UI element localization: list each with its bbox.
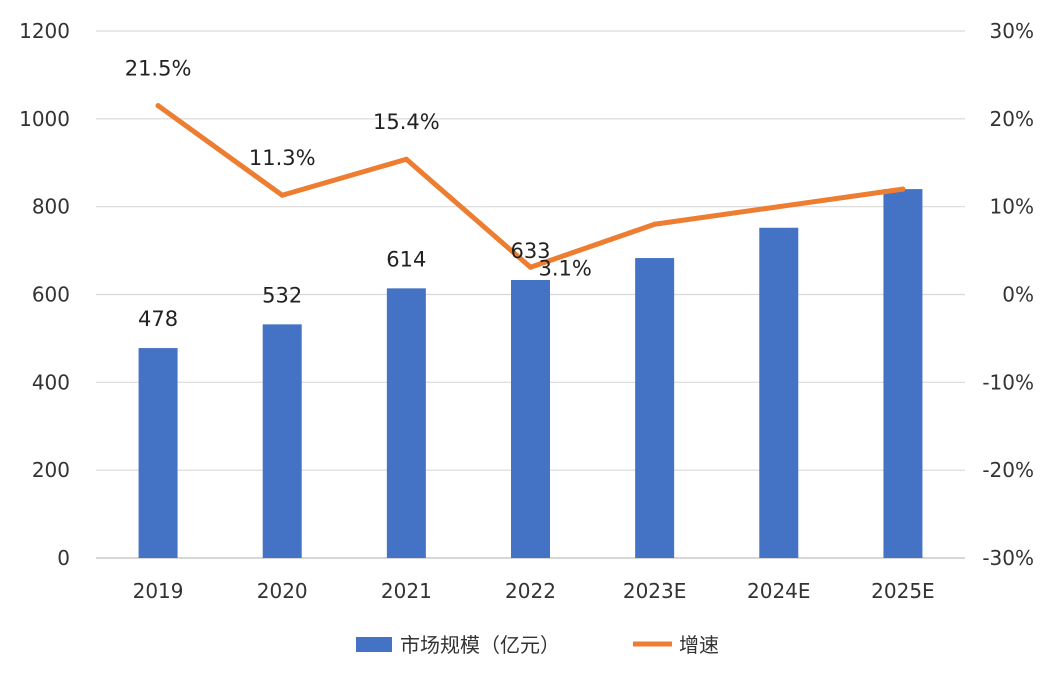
x-tick-label: 2022 — [505, 579, 556, 603]
y2-tick-label: 10% — [990, 195, 1034, 219]
line-series — [155, 103, 906, 270]
y2-tick-label: -10% — [982, 370, 1034, 394]
legend-label-bar: 市场规模（亿元） — [400, 633, 560, 657]
data-labels: 478 532 614 633 21.5% 11.3% 15.4% 3.1% — [125, 57, 592, 331]
legend-label-line: 增速 — [679, 633, 719, 657]
bar — [262, 324, 302, 558]
bar-data-label: 532 — [262, 283, 302, 307]
bar — [759, 227, 799, 558]
y-tick-label: 1000 — [19, 107, 70, 131]
bar — [635, 258, 675, 558]
bar — [386, 288, 426, 558]
bar-data-label: 633 — [510, 239, 550, 263]
x-axis: 2019 2020 2021 2022 2023E 2024E 2025E — [133, 579, 935, 603]
line-point — [279, 192, 285, 198]
line-point — [900, 186, 906, 192]
y-tick-label: 200 — [32, 458, 70, 482]
bar-series — [138, 189, 923, 558]
line-point — [652, 221, 658, 227]
y2-tick-label: 20% — [990, 107, 1034, 131]
y2-tick-label: -30% — [982, 546, 1034, 570]
line-data-label: 15.4% — [373, 110, 440, 134]
y-tick-label: 0 — [57, 546, 70, 570]
y2-tick-label: 30% — [990, 19, 1034, 43]
x-tick-label: 2021 — [381, 579, 432, 603]
x-tick-label: 2019 — [133, 579, 184, 603]
y2-tick-label: -20% — [982, 458, 1034, 482]
legend: 市场规模（亿元） 增速 — [356, 633, 719, 657]
y-tick-label: 800 — [32, 195, 70, 219]
y-axis-right: -30% -20% -10% 0% 10% 20% 30% — [982, 19, 1034, 570]
bar — [138, 348, 178, 558]
x-tick-label: 2020 — [257, 579, 308, 603]
line-data-label: 3.1% — [539, 256, 592, 280]
y-tick-label: 400 — [32, 370, 70, 394]
x-tick-label: 2023E — [623, 579, 687, 603]
line-data-label: 11.3% — [249, 146, 316, 170]
y-axis-left: 0 200 400 600 800 1000 1200 — [19, 19, 70, 570]
bar-data-label: 614 — [386, 247, 426, 271]
line-point — [155, 103, 161, 109]
bar-data-label: 478 — [138, 307, 178, 331]
line-point — [528, 264, 533, 270]
x-tick-label: 2025E — [871, 579, 935, 603]
x-tick-label: 2024E — [747, 579, 811, 603]
y2-tick-label: 0% — [1002, 283, 1034, 307]
line-point — [776, 204, 782, 210]
line-point — [403, 156, 409, 162]
bar — [511, 280, 550, 558]
y-tick-label: 1200 — [19, 19, 70, 43]
y-tick-label: 600 — [32, 283, 70, 307]
bar — [883, 189, 923, 558]
legend-swatch-bar — [356, 637, 392, 652]
line-data-label: 21.5% — [125, 57, 192, 81]
